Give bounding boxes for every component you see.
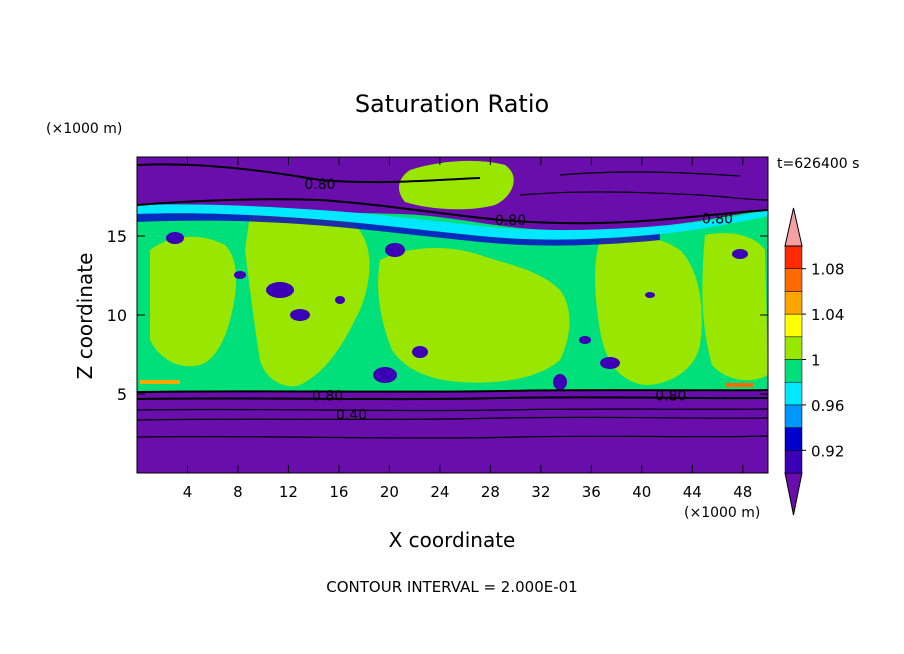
contour-lower-3 (137, 408, 768, 412)
colorbar-segment (784, 336, 803, 360)
colorbar-label: 0.96 (811, 397, 844, 415)
contour-lower-5 (137, 389, 768, 393)
lime-patch-4 (595, 235, 702, 385)
y-axis: 5 10 15 (107, 227, 768, 404)
contour-label: 0.80 (495, 213, 526, 229)
lime-patch-5 (702, 233, 768, 381)
contour-upper-3 (519, 191, 768, 201)
contour-lower-2 (137, 416, 768, 421)
contour-label: 0.80 (655, 389, 686, 405)
x-tick-label: 48 (733, 483, 752, 501)
contour-label: 0.40 (336, 408, 367, 424)
x-tick-label: 24 (430, 483, 449, 501)
contour-upper-1 (137, 163, 481, 184)
lime-patch-2 (245, 209, 370, 387)
blue-fringe (137, 213, 660, 246)
time-label: t=626400 s (777, 156, 859, 172)
x-tick-label: 36 (582, 483, 601, 501)
colorbar-segment (784, 359, 803, 383)
y-axis-label: Z coordinate (73, 253, 97, 380)
colorbar-segment (784, 291, 803, 315)
colorbar-label: 0.92 (811, 442, 844, 460)
y-tick-label: 10 (107, 306, 127, 325)
contour-upper-4 (559, 171, 741, 177)
colorbar-segment (784, 427, 803, 451)
colorbar-label: 1.08 (811, 261, 844, 279)
x-tick-label: 20 (380, 483, 399, 501)
upper-lime-cloud (398, 160, 514, 210)
contour-lower-1 (137, 435, 768, 439)
colorbar-segment (784, 450, 803, 474)
chart-title: Saturation Ratio (355, 90, 549, 118)
x-tick-label: 8 (233, 483, 243, 501)
contour-lower-4 (137, 396, 768, 401)
colorbar-min-extension (784, 472, 803, 516)
field-area: 0.80 0.80 0.80 0.80 0.80 0.40 (137, 157, 768, 473)
x-tick-label: 16 (329, 483, 348, 501)
colorbar-label: 1 (811, 352, 821, 370)
colorbar-segment (784, 381, 803, 406)
x-tick-label: 4 (183, 483, 193, 501)
colorbar-segment (784, 245, 803, 269)
contour-interval-note: CONTOUR INTERVAL = 2.000E-01 (326, 578, 577, 596)
colorbar-max-extension (784, 207, 803, 247)
x-tick-label: 28 (481, 483, 500, 501)
x-axis-label: X coordinate (389, 528, 516, 552)
contour-label: 0.80 (312, 389, 343, 405)
lime-patch-1 (150, 236, 237, 367)
contour-label-layer: 0.80 0.80 0.80 0.80 0.80 0.40 (304, 177, 733, 424)
x-unit-label: (×1000 m) (684, 505, 760, 521)
dry-blobs (166, 232, 748, 390)
colorbar-label: 1.04 (811, 306, 844, 324)
warm-patch-right (725, 383, 753, 387)
contour-label: 0.80 (702, 212, 733, 228)
colorbar-segment (784, 313, 803, 338)
x-axis: 4 8 12 16 20 24 28 32 36 40 44 48 (183, 157, 752, 501)
warm-patch-left (140, 380, 180, 384)
lower-dry-band (137, 390, 768, 473)
contour-label: 0.80 (304, 177, 335, 193)
x-tick-label: 12 (279, 483, 298, 501)
colorbar-segment (784, 404, 803, 428)
x-tick-label: 40 (632, 483, 651, 501)
y-tick-label: 5 (117, 385, 127, 404)
x-tick-label: 32 (531, 483, 550, 501)
y-tick-label: 15 (107, 227, 127, 246)
cyan-fringe (137, 204, 768, 240)
y-unit-label: (×1000 m) (46, 121, 122, 137)
contour-upper-2 (137, 198, 768, 225)
contour-lines (137, 163, 768, 439)
colorbar-segment (784, 268, 803, 292)
colorbar: 0.92 0.96 1 1.04 1.08 (784, 207, 844, 516)
x-tick-label: 44 (683, 483, 702, 501)
